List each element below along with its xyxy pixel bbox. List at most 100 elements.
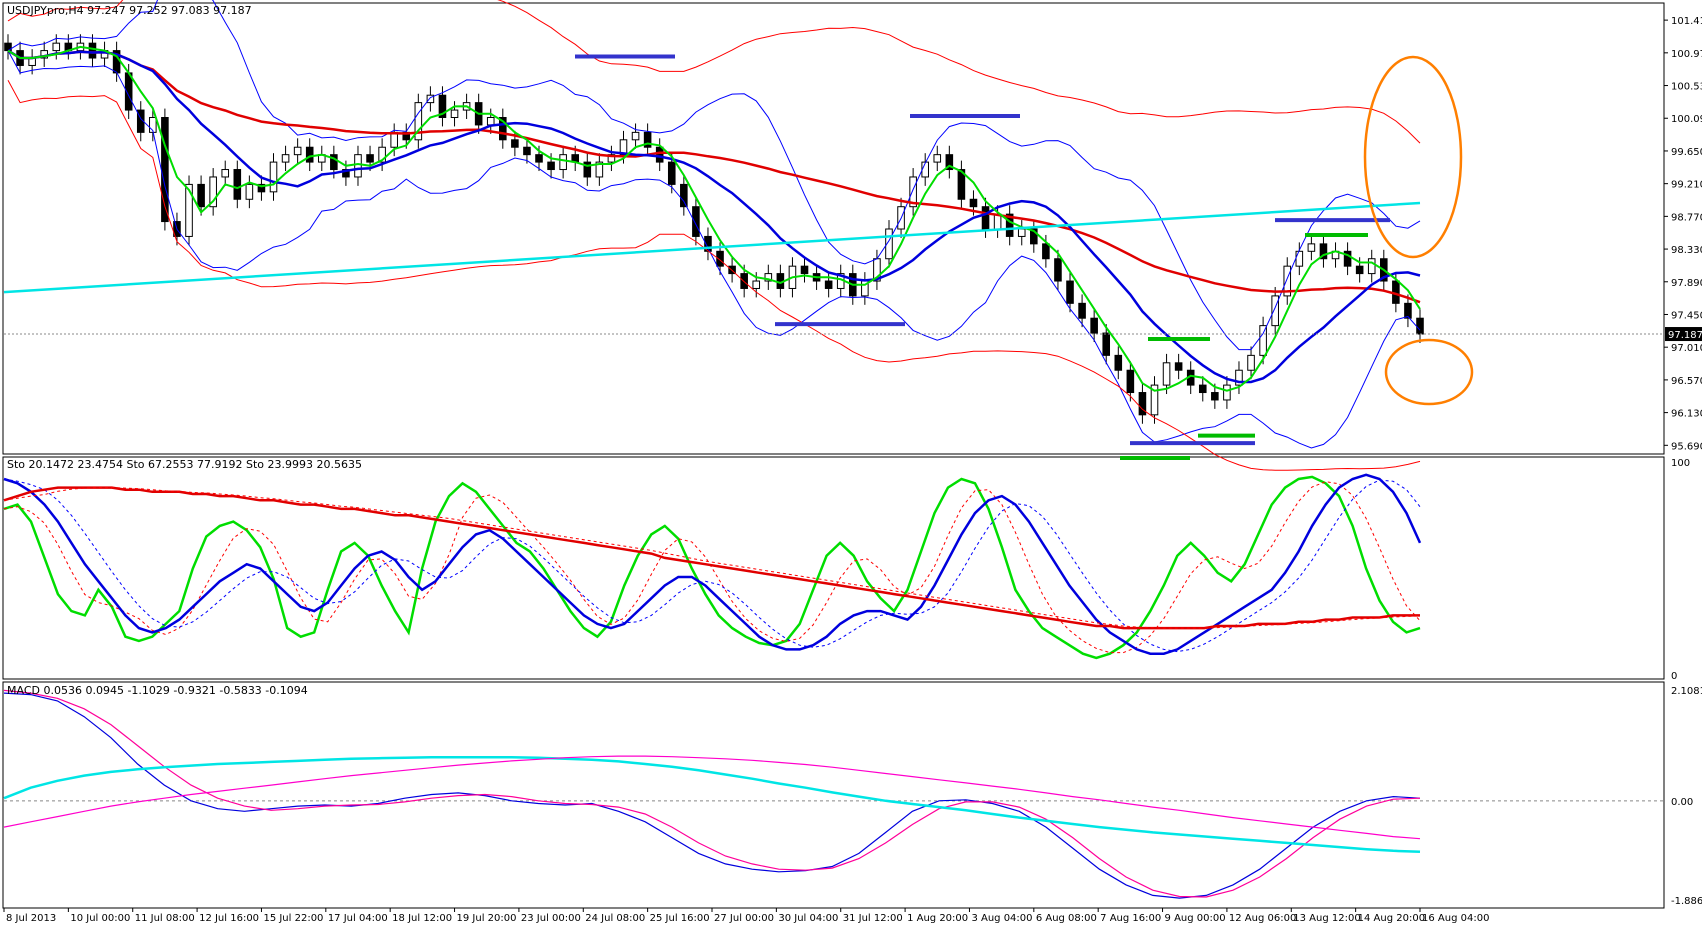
- price-axis-label: 98.770: [1671, 212, 1702, 223]
- bear-candle-body: [1066, 280, 1074, 304]
- bear-candle-body: [1355, 265, 1364, 275]
- price-axis-label: 96.570: [1671, 376, 1702, 387]
- bear-candle-body: [1416, 317, 1424, 335]
- price-axis-label: 101.410: [1671, 16, 1702, 27]
- candle: [281, 145, 290, 172]
- candle: [1223, 376, 1231, 409]
- time-axis-label: 6 Aug 08:00: [1036, 913, 1097, 924]
- candle: [197, 175, 205, 216]
- candle: [1017, 220, 1026, 246]
- bear-candle-body: [547, 161, 555, 171]
- price-axis-label: 100.970: [1671, 49, 1702, 60]
- candle: [1150, 376, 1159, 424]
- bear-candle-body: [945, 154, 954, 171]
- bull-candle-body: [293, 146, 302, 156]
- candle: [317, 145, 326, 172]
- bear-candle-body: [800, 265, 809, 275]
- moving-average-blue: [7, 49, 1421, 384]
- candle: [1102, 324, 1111, 365]
- bull-candle-body: [390, 131, 398, 148]
- bollinger-upper-red: [7, 0, 1421, 144]
- bull-candle-body: [595, 161, 604, 178]
- time-axis-label: 3 Aug 04:00: [971, 913, 1032, 924]
- candle: [1307, 234, 1316, 261]
- candle: [1138, 383, 1147, 424]
- bear-candle-body: [197, 183, 205, 208]
- bull-candle-body: [1162, 362, 1171, 386]
- bear-candle-body: [643, 131, 652, 148]
- macd-line: [3, 689, 1421, 898]
- candle: [305, 138, 314, 172]
- candle: [450, 101, 459, 127]
- candle: [1319, 234, 1328, 268]
- candle: [1295, 242, 1304, 276]
- bear-candle-body: [511, 139, 519, 148]
- bull-candle-body: [486, 117, 495, 126]
- stochastic-axis-label: 100: [1671, 458, 1690, 469]
- time-axis-label: 15 Jul 22:00: [263, 913, 323, 924]
- candles: [4, 34, 1424, 424]
- stochastic-plot: [3, 473, 1422, 660]
- time-axis-label: 9 Aug 00:00: [1165, 913, 1226, 924]
- bull-candle-body: [619, 139, 628, 156]
- candle: [269, 153, 278, 201]
- bull-candle-body: [450, 109, 459, 118]
- candle: [643, 123, 652, 157]
- bull-candle-body: [1259, 325, 1267, 356]
- candle: [607, 145, 616, 172]
- macd-line: [3, 692, 1421, 899]
- candle: [1283, 257, 1292, 305]
- moving-average-green: [7, 45, 1421, 392]
- macd-header: MACD 0.0536 0.0945 -1.1029 -0.9321 -0.58…: [7, 684, 308, 697]
- bear-candle-body: [824, 280, 833, 289]
- time-axis-label: 30 Jul 04:00: [778, 913, 838, 924]
- candle: [245, 175, 254, 209]
- bull-candle-body: [752, 280, 761, 289]
- macd-axis-label: 0.00: [1671, 797, 1693, 808]
- price-axis-label: 100.530: [1671, 82, 1702, 93]
- candle: [64, 34, 73, 60]
- time-axis-label: 12 Aug 06:00: [1229, 913, 1296, 924]
- candle: [1005, 205, 1014, 246]
- bull-candle-body: [559, 154, 567, 171]
- bear-candle-body: [499, 117, 507, 141]
- candle: [1198, 376, 1207, 402]
- bear-candle-body: [1114, 354, 1123, 371]
- candle: [233, 160, 242, 209]
- candle: [209, 168, 217, 216]
- candle: [655, 138, 664, 172]
- candle: [800, 257, 809, 283]
- bull-candle-body: [269, 161, 278, 193]
- moving-average-cyan: [3, 201, 1421, 294]
- time-axis-label: 11 Jul 08:00: [135, 913, 195, 924]
- candle: [764, 264, 773, 290]
- bull-candle-body: [1295, 250, 1304, 267]
- candle: [1343, 242, 1352, 276]
- moving-average-red: [7, 49, 1421, 304]
- stochastic-line: [3, 473, 1422, 655]
- current-price-label: 97.187: [1668, 330, 1702, 341]
- candle: [1126, 361, 1135, 402]
- candle: [1331, 242, 1340, 268]
- candle: [1030, 220, 1038, 253]
- price-axis-label: 99.210: [1671, 180, 1702, 191]
- candle: [354, 145, 362, 186]
- bear-candle-body: [1211, 392, 1219, 401]
- bull-candle-body: [1223, 384, 1231, 401]
- bull-candle-body: [909, 176, 917, 208]
- bull-candle-body: [764, 273, 773, 282]
- bear-candle-body: [583, 161, 592, 178]
- bear-candle-body: [1078, 302, 1086, 319]
- candle: [559, 145, 567, 179]
- price-plot: [3, 0, 1664, 471]
- candle: [378, 138, 386, 172]
- time-axis-label: 27 Jul 00:00: [714, 913, 774, 924]
- candle: [426, 86, 435, 112]
- bull-candle-body: [1247, 354, 1255, 371]
- bear-candle-body: [1030, 228, 1038, 245]
- candle: [257, 175, 266, 201]
- candle: [366, 145, 374, 172]
- time-axis-label: 24 Jul 08:00: [585, 913, 645, 924]
- bear-candle-body: [1198, 384, 1207, 394]
